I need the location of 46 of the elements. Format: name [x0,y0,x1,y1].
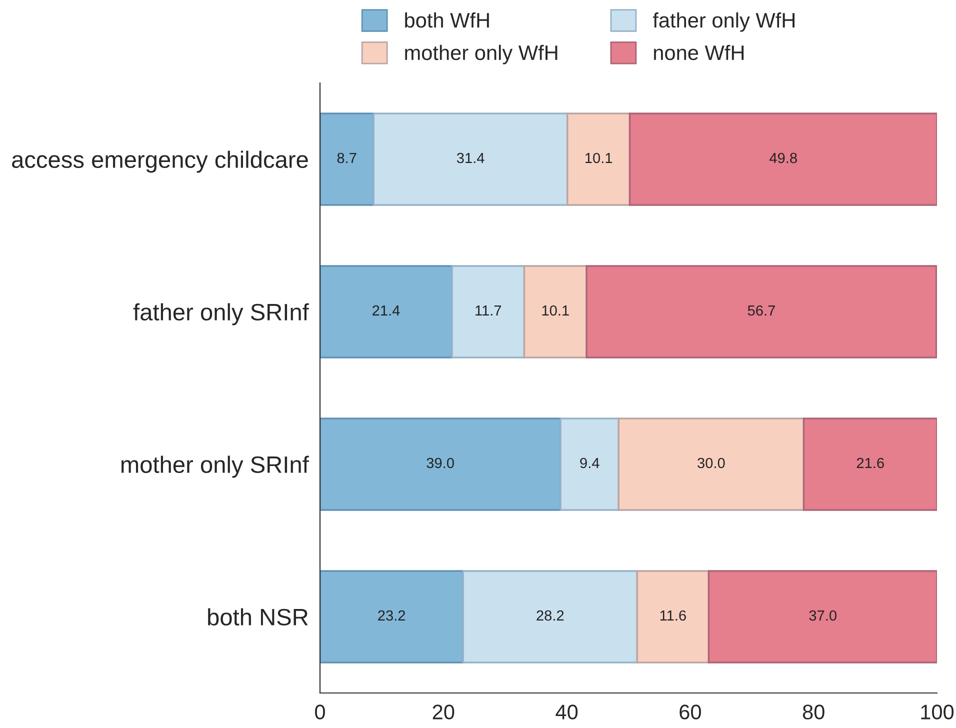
data-label: 10.1 [542,305,569,316]
data-label: 8.7 [337,152,356,164]
bar [462,570,638,664]
legend-label: father only WfH [652,12,794,32]
bar [451,265,526,358]
y-tick-label: access emergency childcare [12,150,308,173]
data-label: 56.7 [748,305,775,316]
x-tick-label: 60 [680,704,701,720]
bar [523,265,588,358]
x-tick-label: 40 [556,704,578,720]
bar [320,112,375,206]
y-tick-label: father only SRInf [133,303,309,326]
bar [618,418,805,511]
data-label: 10.1 [585,152,612,164]
data-label: 49.8 [770,152,797,164]
x-tick-label: 0 [315,704,325,720]
x-tick-label: 80 [802,704,824,720]
y-tick-label: mother only SRInf [122,456,309,478]
bar [320,570,464,664]
data-label: 21.6 [856,458,884,468]
data-label: 31.4 [456,152,484,164]
data-label: 11.7 [476,305,502,316]
data-label: 30.0 [698,458,725,468]
bar [320,265,453,358]
bar [586,265,937,358]
bar [372,112,568,206]
data-label: 11.6 [660,610,686,621]
bar [560,418,620,511]
bar [566,112,631,206]
data-label: 39.0 [426,458,454,468]
data-label: 28.2 [536,610,564,621]
bar [636,570,710,664]
data-label: 23.2 [378,610,406,621]
legend-label: none WfH [654,44,744,60]
legend-label: mother only WfH [405,44,558,64]
bar [628,112,937,206]
data-label: 21.4 [372,305,400,316]
bar [708,570,937,664]
x-tick-label: 20 [432,704,454,720]
y-tick-label: both NSR [208,608,308,626]
bar [802,418,937,511]
data-label: 9.4 [580,458,600,468]
legend-label: both WfH [405,12,489,28]
bar [320,418,562,511]
x-tick-label: 100 [921,704,954,720]
data-label: 37.0 [809,610,836,621]
